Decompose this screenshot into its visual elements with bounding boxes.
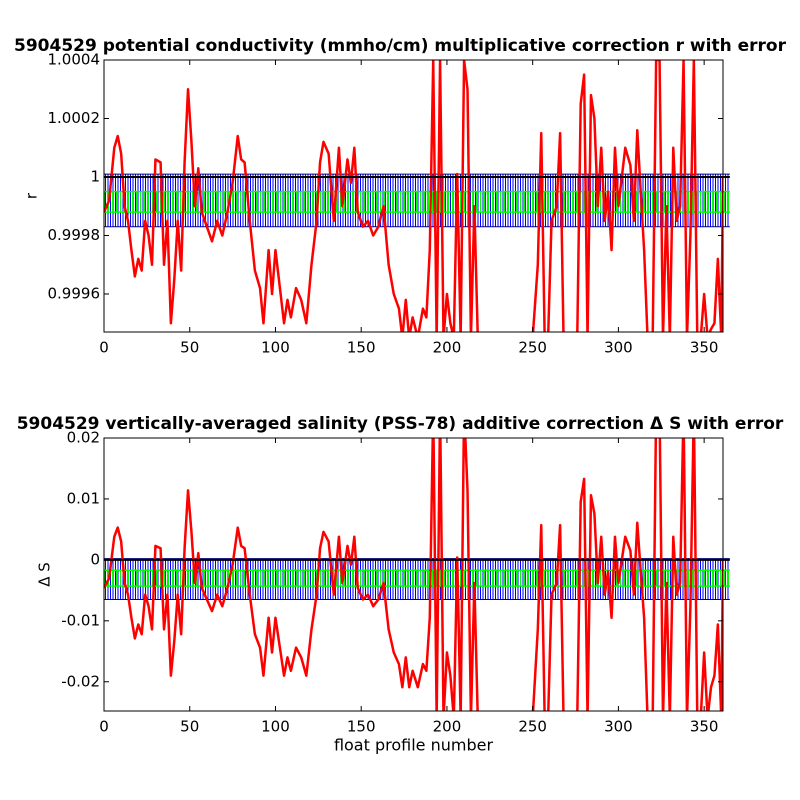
y-tick-label: 1.0002 (48, 109, 101, 127)
plot-frame (103, 437, 724, 712)
y-axis-label: Δ S (36, 562, 54, 587)
y-tick-label: 0.9998 (48, 226, 101, 244)
error-band (104, 191, 730, 213)
x-tick-label: 100 (261, 718, 290, 736)
subplot: 0.9996 0.9998 1 1.0002 1.0004 0 50 100 150 200 250… (14, 36, 787, 357)
y-tick-label: -0.01 (61, 611, 100, 629)
x-tick-label: 200 (433, 718, 462, 736)
x-tick-label: 150 (347, 339, 376, 357)
y-axis-label: r (23, 192, 41, 199)
plot-frame (103, 59, 724, 333)
x-tick-label: 100 (261, 339, 290, 357)
chart-title: 5904529 vertically-averaged salinity (PS… (17, 414, 784, 434)
y-tick-label: 0 (90, 550, 100, 568)
y-tick-label: 1.0004 (48, 51, 101, 69)
x-tick-label: 300 (604, 339, 633, 357)
x-tick-label: 250 (518, 339, 547, 357)
x-tick-label: 50 (180, 718, 199, 736)
error-band (104, 570, 730, 587)
subplot: -0.02 -0.01 0 0.01 0.02 0 50 100 150 200 250 300 350… (17, 414, 784, 755)
x-tick-label: 350 (690, 339, 719, 357)
x-tick-label: 150 (347, 718, 376, 736)
x-tick-label: 50 (180, 339, 199, 357)
x-tick-label: 300 (604, 718, 633, 736)
y-tick-label: 1 (90, 167, 100, 185)
y-tick-label: -0.02 (61, 672, 100, 690)
data-line (104, 438, 723, 711)
x-axis-label: float profile number (334, 736, 494, 755)
x-tick-label: 250 (518, 718, 547, 736)
y-tick-label: 0.9996 (48, 284, 101, 302)
x-tick-label: 200 (433, 339, 462, 357)
x-tick-label: 0 (99, 718, 109, 736)
chart-title: 5904529 potential conductivity (mmho/cm)… (14, 36, 787, 56)
data-line (104, 60, 723, 332)
y-tick-label: 0.01 (67, 489, 100, 507)
y-tick-label: 0.02 (67, 429, 100, 447)
x-tick-label: 0 (99, 339, 109, 357)
x-tick-label: 350 (690, 718, 719, 736)
